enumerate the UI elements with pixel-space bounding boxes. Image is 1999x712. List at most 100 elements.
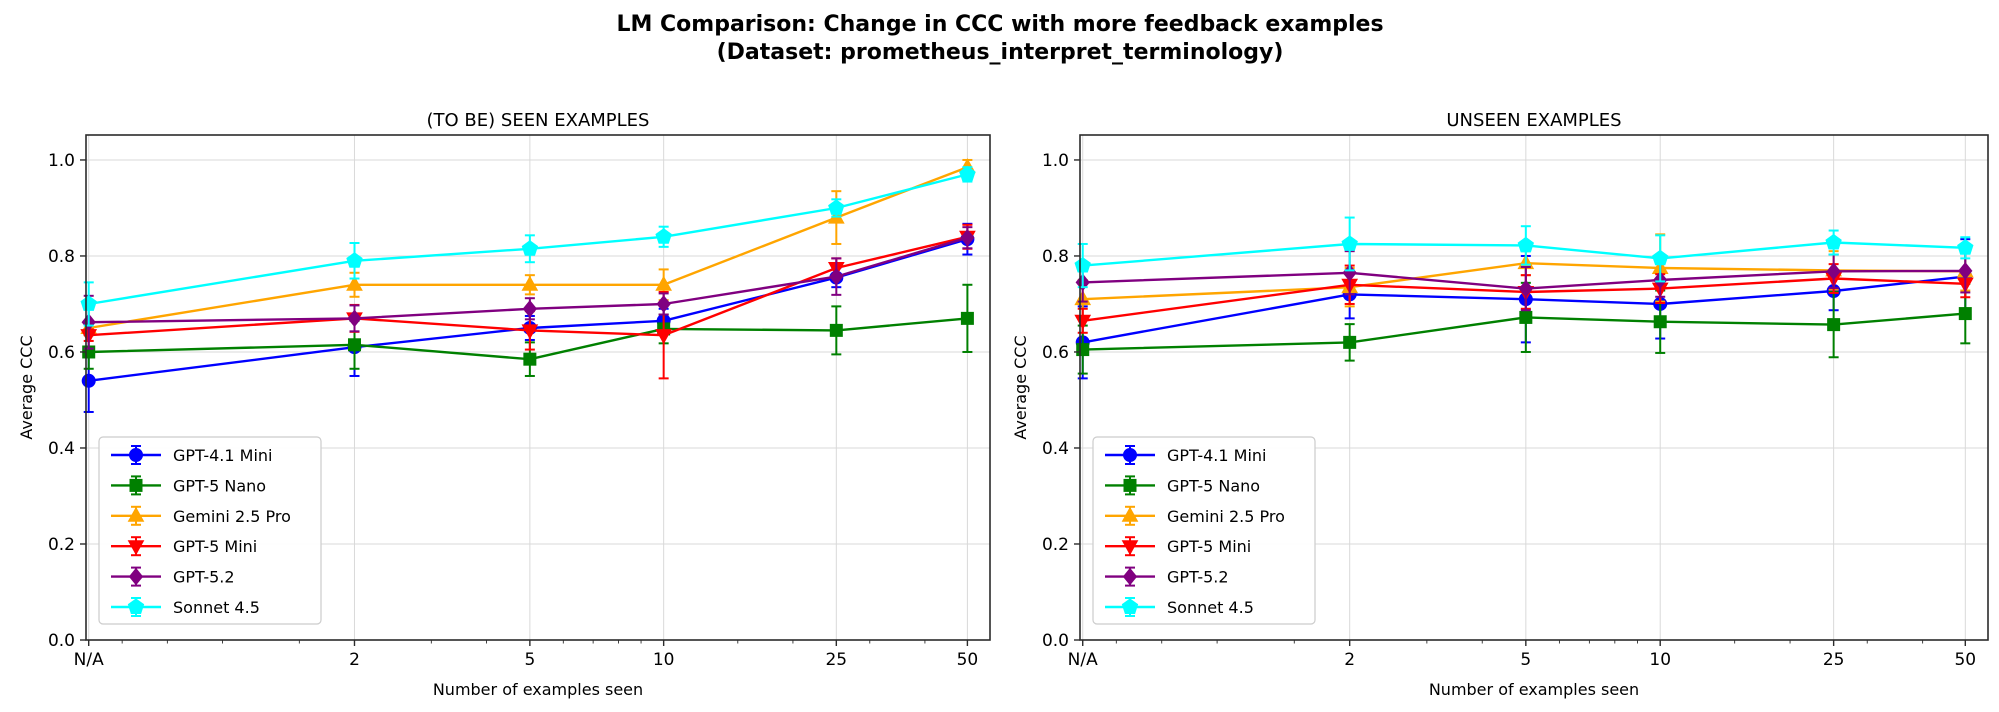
series-line-gpt-5-2 xyxy=(88,236,968,324)
marker-gpt-5-2 xyxy=(1958,262,1973,280)
marker-gpt-5-mini xyxy=(655,329,673,345)
legend-sample-marker xyxy=(1121,598,1139,614)
marker-gpt-5-nano xyxy=(523,352,537,366)
marker-sonnet-4-5 xyxy=(1825,233,1842,250)
legend-item-sonnet-4-5: Sonnet 4.5 xyxy=(1105,597,1254,617)
x-tick-label: 50 xyxy=(1954,650,1976,670)
legend-sample-marker xyxy=(1122,567,1138,586)
marker-gpt-5-nano xyxy=(1343,335,1357,349)
legend-sample-marker xyxy=(1123,478,1137,492)
legend-box xyxy=(1092,436,1316,625)
legend-sample-marker xyxy=(128,567,144,586)
legend-item-gemini-2-5-pro: Gemini 2.5 Pro xyxy=(111,505,291,526)
legend-item-sonnet-4-5: Sonnet 4.5 xyxy=(111,597,260,617)
legend-label: GPT-5 Mini xyxy=(1167,537,1251,556)
legend-item-gemini-2-5-pro: Gemini 2.5 Pro xyxy=(1105,505,1285,526)
legend-label: Gemini 2.5 Pro xyxy=(1167,507,1285,526)
y-tick-label: 0.4 xyxy=(1042,439,1069,459)
legend-item-gpt-5-mini: GPT-5 Mini xyxy=(1105,536,1251,557)
series-line-sonnet-4-5 xyxy=(1082,241,1966,267)
legend-sample-marker xyxy=(129,478,143,492)
marker-sonnet-4-5 xyxy=(1341,235,1358,251)
legend-sample-marker xyxy=(127,506,145,522)
legend-label: Gemini 2.5 Pro xyxy=(173,507,291,526)
legend-sample-marker xyxy=(1121,540,1139,556)
x-axis-label: Number of examples seen xyxy=(1429,680,1639,699)
series-line-gpt-5-2 xyxy=(1082,269,1966,290)
marker-gpt-5-2 xyxy=(1518,279,1533,298)
x-tick-label: 10 xyxy=(1649,650,1671,670)
legend-label: GPT-5 Nano xyxy=(173,476,266,495)
figure-title-line1: LM Comparison: Change in CCC with more f… xyxy=(616,12,1383,37)
legend-item-gpt-5-nano: GPT-5 Nano xyxy=(111,475,266,496)
marker-gpt-5-2 xyxy=(656,295,671,313)
seen-examples-chart: 0.00.20.40.60.81.0N/A 2 5 10 25 50(TO BE) SEE… xyxy=(17,110,991,699)
legend-item-gpt-5-2: GPT-5.2 xyxy=(1105,566,1229,587)
marker-gemini-2-5-pro xyxy=(346,275,363,291)
marker-sonnet-4-5 xyxy=(521,240,539,256)
series-sonnet-4-5 xyxy=(80,165,976,327)
subplot-title: UNSEEN EXAMPLES xyxy=(1446,110,1621,131)
legend-item-gpt-5-mini: GPT-5 Mini xyxy=(111,536,257,557)
x-tick-label: 10 xyxy=(653,650,675,670)
y-tick-label: 0.4 xyxy=(48,439,75,459)
marker-sonnet-4-5 xyxy=(828,199,845,215)
y-tick-label: 0.6 xyxy=(48,343,75,363)
legend-label: GPT-5.2 xyxy=(173,568,235,587)
y-tick-label: 0.8 xyxy=(1042,247,1069,267)
y-tick-label: 0.8 xyxy=(48,247,75,267)
series-sonnet-4-5 xyxy=(1074,216,1974,289)
series-line-gpt-4-1-mini xyxy=(1082,275,1966,344)
marker-sonnet-4-5 xyxy=(655,228,672,244)
y-tick-label: 1.0 xyxy=(48,151,75,171)
x-tick-label: 2 xyxy=(1344,650,1355,670)
legend-sample-marker xyxy=(129,448,143,462)
marker-sonnet-4-5 xyxy=(1074,256,1091,273)
y-tick-label: 0.2 xyxy=(1042,535,1069,555)
legend: GPT-4.1 Mini GPT-5 Nano Gemini 2.5 Pro GPT-… xyxy=(98,436,322,625)
y-tick-label: 0.0 xyxy=(1042,631,1069,651)
subplot-title: (TO BE) SEEN EXAMPLES xyxy=(427,110,650,131)
marker-gpt-5-nano xyxy=(347,338,361,352)
marker-gpt-5-nano xyxy=(1827,318,1841,332)
legend-item-gpt-5-2: GPT-5.2 xyxy=(111,566,235,587)
legend-sample-marker xyxy=(1123,448,1137,462)
marker-gpt-5-2 xyxy=(829,267,844,286)
legend-label: GPT-5 Mini xyxy=(173,537,257,556)
marker-gpt-5-mini xyxy=(1074,314,1092,330)
series-line-gpt-5-nano xyxy=(1082,312,1966,351)
marker-sonnet-4-5 xyxy=(346,252,363,268)
marker-gpt-5-nano xyxy=(1653,315,1667,329)
marker-gemini-2-5-pro xyxy=(521,275,539,291)
y-tick-label: 1.0 xyxy=(1042,151,1069,171)
x-tick-label: N/A xyxy=(74,650,104,670)
legend-sample-marker xyxy=(1121,506,1139,522)
marker-sonnet-4-5 xyxy=(1517,236,1534,253)
x-tick-label: 5 xyxy=(524,650,535,670)
legend: GPT-4.1 Mini GPT-5 Nano Gemini 2.5 Pro GPT-… xyxy=(1092,436,1316,625)
marker-sonnet-4-5 xyxy=(1957,239,1974,255)
legend-item-gpt-4-1-mini: GPT-4.1 Mini xyxy=(111,445,273,465)
series-gpt-5-nano xyxy=(82,283,974,377)
x-tick-label: 5 xyxy=(1520,650,1531,670)
marker-gpt-4-1-mini xyxy=(81,373,96,388)
marker-gpt-5-nano xyxy=(960,311,974,325)
series-line-sonnet-4-5 xyxy=(88,173,968,306)
series-line-gpt-5-nano xyxy=(88,317,968,361)
marker-sonnet-4-5 xyxy=(959,165,976,182)
marker-gemini-2-5-pro xyxy=(655,275,673,291)
axes-frame xyxy=(85,134,991,641)
legend-box xyxy=(98,436,322,625)
x-tick-label: 50 xyxy=(957,650,979,670)
series-line-gemini-2-5-pro xyxy=(88,166,968,330)
figure-title-line2: (Dataset: prometheus_interpret_terminolo… xyxy=(717,40,1284,65)
legend-sample-marker xyxy=(127,598,145,614)
y-tick-label: 0.2 xyxy=(48,535,75,555)
legend-sample-marker xyxy=(127,540,145,556)
x-tick-label: 25 xyxy=(825,650,847,670)
marker-gpt-5-nano xyxy=(1519,310,1533,324)
legend-item-gpt-4-1-mini: GPT-4.1 Mini xyxy=(1105,445,1267,465)
